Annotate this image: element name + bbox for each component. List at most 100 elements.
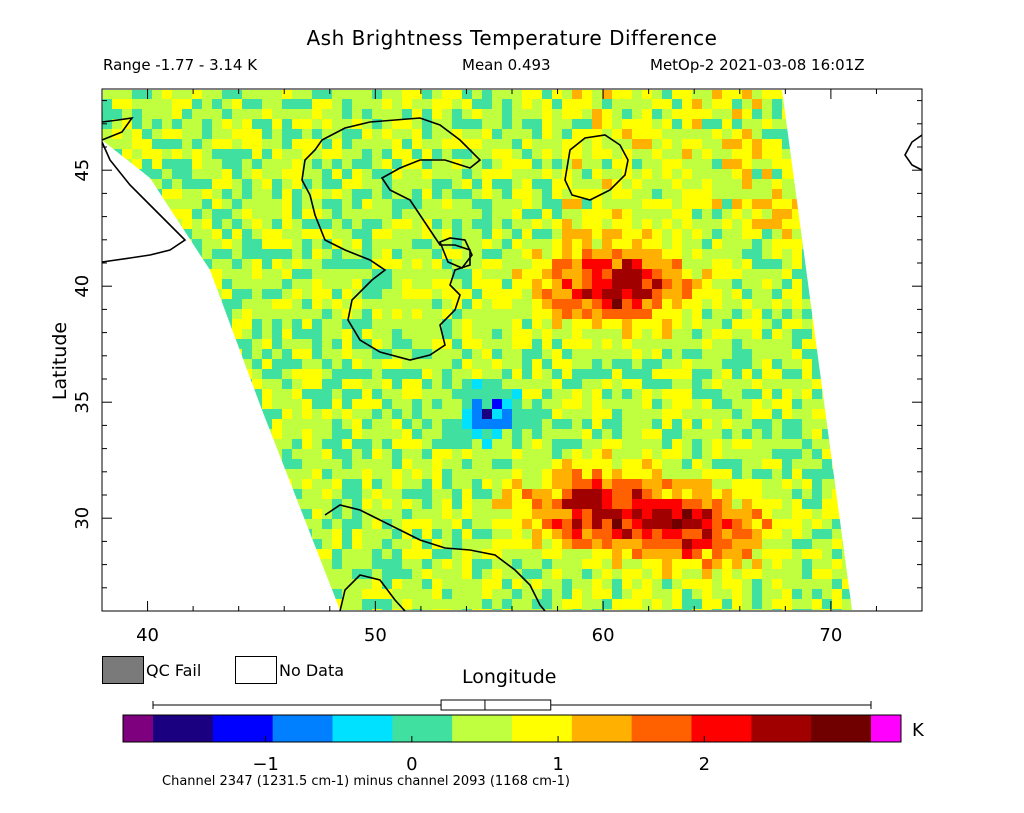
x-tick-label: 50 xyxy=(364,625,387,646)
heatmap-cell xyxy=(682,209,692,219)
heatmap-cell xyxy=(202,309,212,319)
heatmap-cell xyxy=(282,529,292,539)
heatmap-cell xyxy=(812,589,822,599)
heatmap-cell xyxy=(902,189,912,199)
heatmap-cell xyxy=(252,409,262,419)
heatmap-cell xyxy=(352,539,362,549)
heatmap-cell xyxy=(102,249,112,259)
heatmap-cell xyxy=(622,389,632,399)
heatmap-cell xyxy=(272,509,282,519)
heatmap-cell xyxy=(112,299,122,309)
heatmap-cell xyxy=(402,329,412,339)
heatmap-cell xyxy=(752,469,762,479)
heatmap-cell xyxy=(432,549,442,559)
heatmap-cell xyxy=(202,379,212,389)
heatmap-cell xyxy=(802,369,812,379)
heatmap-cell xyxy=(352,359,362,369)
heatmap-cell xyxy=(472,489,482,499)
heatmap-cell xyxy=(392,99,402,109)
heatmap-cell xyxy=(392,319,402,329)
heatmap-cell xyxy=(772,509,782,519)
heatmap-cell xyxy=(262,219,272,229)
heatmap-cell xyxy=(772,329,782,339)
heatmap-cell xyxy=(502,209,512,219)
heatmap-cell xyxy=(182,149,192,159)
heatmap-cell xyxy=(362,359,372,369)
heatmap-cell xyxy=(232,359,242,369)
heatmap-cell xyxy=(452,549,462,559)
heatmap-cell xyxy=(772,279,782,289)
heatmap-cell xyxy=(312,389,322,399)
heatmap-cell xyxy=(412,159,422,169)
heatmap-cell xyxy=(312,529,322,539)
heatmap-cell xyxy=(792,199,802,209)
heatmap-cell xyxy=(792,449,802,459)
heatmap-cell xyxy=(642,499,652,509)
heatmap-cell xyxy=(362,259,372,269)
heatmap-cell xyxy=(782,279,792,289)
heatmap-cell xyxy=(472,399,482,409)
heatmap-cell xyxy=(902,469,912,479)
heatmap-cell xyxy=(622,529,632,539)
heatmap-cell xyxy=(212,389,222,399)
heatmap-cell xyxy=(202,389,212,399)
heatmap-cell xyxy=(692,559,702,569)
heatmap-cell xyxy=(362,589,372,599)
heatmap-cell xyxy=(702,419,712,429)
heatmap-cell xyxy=(452,429,462,439)
heatmap-cell xyxy=(472,139,482,149)
heatmap-cell xyxy=(632,359,642,369)
heatmap-cell xyxy=(682,589,692,599)
heatmap-cell xyxy=(752,489,762,499)
heatmap-cell xyxy=(442,239,452,249)
heatmap-cell xyxy=(742,489,752,499)
heatmap-cell xyxy=(342,99,352,109)
heatmap-cell xyxy=(642,439,652,449)
heatmap-cell xyxy=(122,319,132,329)
heatmap-cell xyxy=(822,369,832,379)
heatmap-cell xyxy=(872,599,882,609)
heatmap-cell xyxy=(762,479,772,489)
heatmap-cell xyxy=(322,129,332,139)
heatmap-cell xyxy=(582,129,592,139)
heatmap-cell xyxy=(642,169,652,179)
heatmap-cell xyxy=(702,139,712,149)
heatmap-cell xyxy=(582,109,592,119)
heatmap-cell xyxy=(792,429,802,439)
heatmap-cell xyxy=(252,189,262,199)
heatmap-cell xyxy=(542,459,552,469)
heatmap-cell xyxy=(562,189,572,199)
heatmap-cell xyxy=(672,409,682,419)
heatmap-cell xyxy=(322,239,332,249)
heatmap-cell xyxy=(162,99,172,109)
heatmap-cell xyxy=(492,369,502,379)
heatmap-cell xyxy=(372,129,382,139)
heatmap-cell xyxy=(192,429,202,439)
heatmap-cell xyxy=(342,259,352,269)
heatmap-cell xyxy=(472,369,482,379)
heatmap-cell xyxy=(762,529,772,539)
heatmap-cell xyxy=(272,249,282,259)
heatmap-cell xyxy=(102,269,112,279)
heatmap-cell xyxy=(802,489,812,499)
heatmap-cell xyxy=(222,109,232,119)
heatmap-cell xyxy=(242,159,252,169)
heatmap-cell xyxy=(372,269,382,279)
heatmap-cell xyxy=(602,259,612,269)
heatmap-cell xyxy=(732,469,742,479)
heatmap-cell xyxy=(282,269,292,279)
heatmap-cell xyxy=(482,579,492,589)
heatmap-cell xyxy=(492,499,502,509)
heatmap-cell xyxy=(182,199,192,209)
heatmap-cell xyxy=(412,309,422,319)
heatmap-cell xyxy=(162,519,172,529)
heatmap-cell xyxy=(262,249,272,259)
heatmap-cell xyxy=(882,139,892,149)
heatmap-cell xyxy=(862,89,872,99)
heatmap-cell xyxy=(112,509,122,519)
heatmap-cell xyxy=(272,469,282,479)
heatmap-cell xyxy=(892,159,902,169)
heatmap-cell xyxy=(502,149,512,159)
heatmap-cell xyxy=(492,289,502,299)
heatmap-cell xyxy=(432,429,442,439)
